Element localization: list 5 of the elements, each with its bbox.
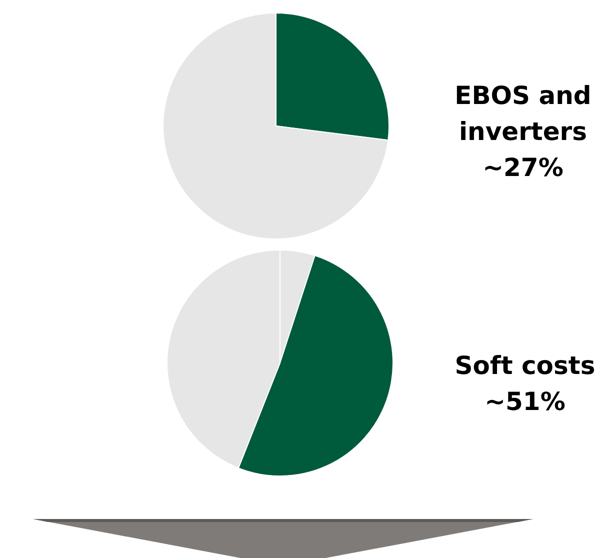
data-label: ~27% bbox=[482, 152, 564, 184]
slice-label: Soft costs bbox=[454, 350, 596, 382]
pie-slice bbox=[162, 12, 389, 240]
data-label: ~51% bbox=[484, 386, 566, 418]
slice-label: EBOS and inverters bbox=[454, 80, 592, 148]
